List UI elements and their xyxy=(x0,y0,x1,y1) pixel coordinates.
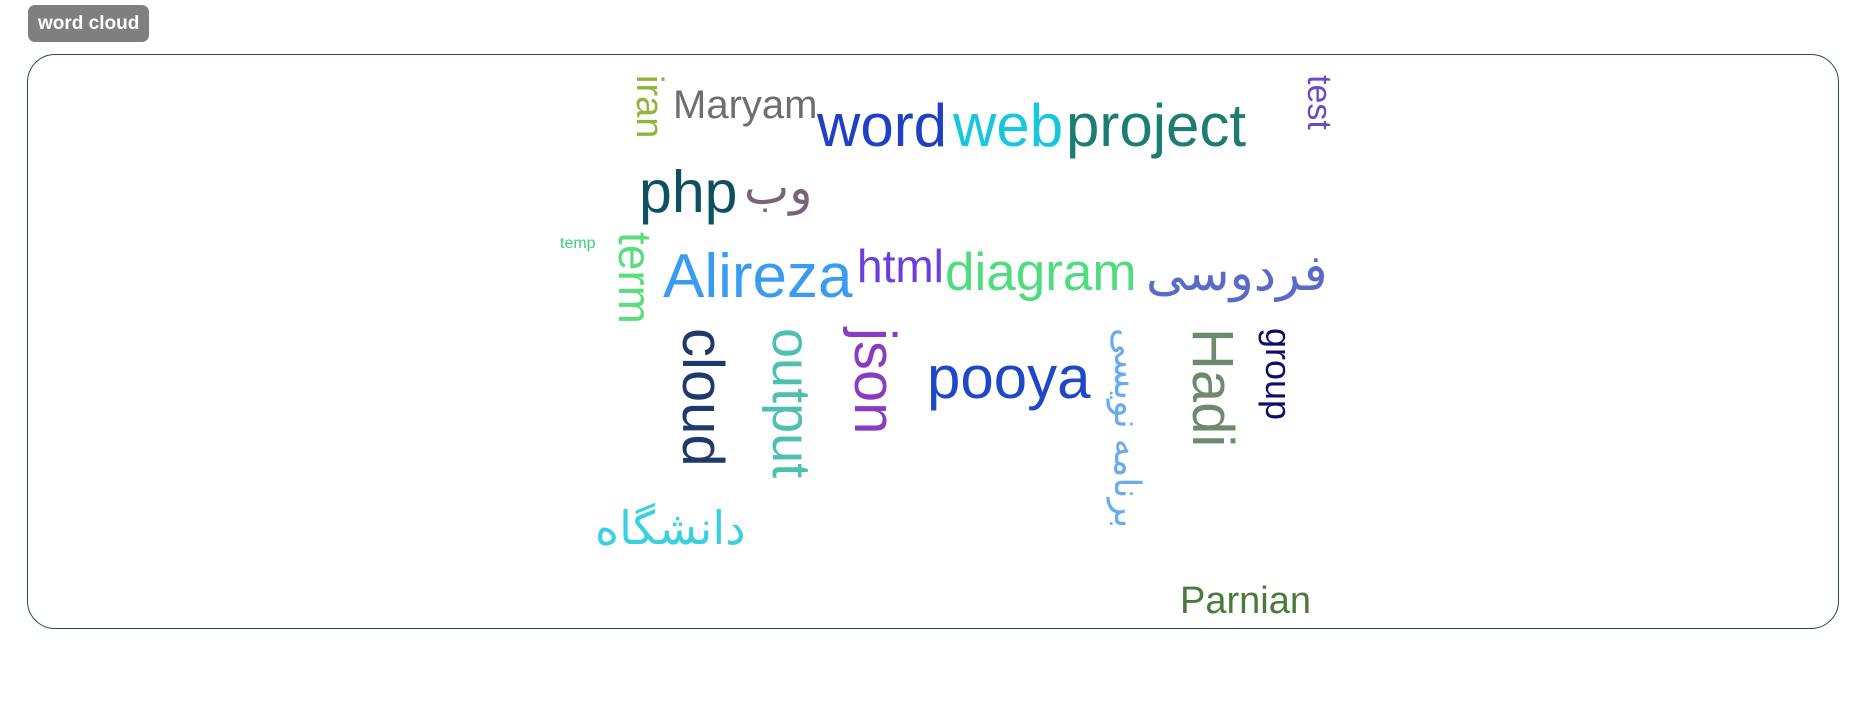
word-term[interactable]: term xyxy=(609,232,661,324)
word-test[interactable]: test xyxy=(1300,75,1338,130)
word-maryam[interactable]: Maryam xyxy=(673,83,818,127)
word-project[interactable]: project xyxy=(1066,92,1247,159)
word-pooya[interactable]: pooya xyxy=(927,344,1091,411)
word-diagram[interactable]: diagram xyxy=(945,243,1137,302)
word-php[interactable]: php xyxy=(639,159,738,225)
word-hadi[interactable]: Hadi xyxy=(1180,328,1245,448)
word-json[interactable]: json xyxy=(842,328,907,435)
word-cloud[interactable]: cloud xyxy=(670,328,735,467)
word-alireza[interactable]: Alireza xyxy=(663,242,853,311)
word-word[interactable]: word xyxy=(817,92,948,159)
word-vb[interactable]: وب xyxy=(744,162,813,215)
word-group[interactable]: group xyxy=(1258,328,1299,421)
word-web[interactable]: web xyxy=(953,92,1064,159)
word-daneshgah[interactable]: دانشگاه xyxy=(595,502,746,554)
word-ferdowsi[interactable]: فردوسی xyxy=(1146,245,1328,301)
word-output[interactable]: output xyxy=(761,328,821,479)
word-cloud-panel xyxy=(27,54,1839,629)
word-parnian[interactable]: Parnian xyxy=(1180,580,1311,622)
word-cloud-badge[interactable]: word cloud xyxy=(28,5,150,42)
word-iran[interactable]: iran xyxy=(628,75,670,139)
word-html[interactable]: html xyxy=(857,240,944,292)
word-barnameh[interactable]: برنامه نویسی xyxy=(1107,328,1148,529)
word-temp[interactable]: temp xyxy=(560,235,596,252)
